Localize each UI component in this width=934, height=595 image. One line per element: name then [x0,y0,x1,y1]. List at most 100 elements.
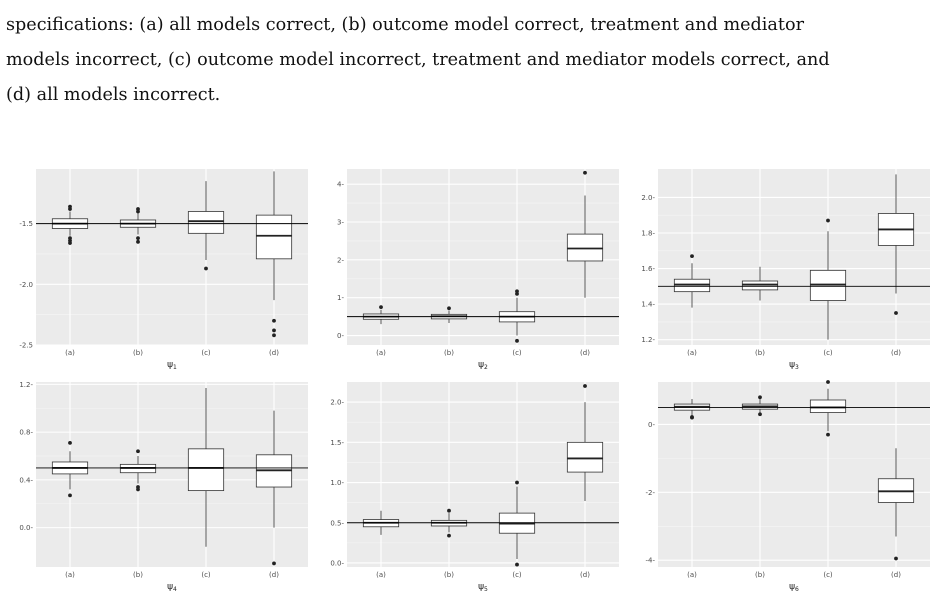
outlier-point [272,328,276,333]
x-axis-label: ψ2 [478,360,488,371]
caption-text: specifications: (a) all models correct, … [6,8,930,113]
box-c [187,181,225,271]
x-tick-label: (c) [201,349,211,357]
outlier-point [136,209,140,214]
outlier-point [447,508,451,513]
outlier-point [379,305,383,310]
x-axis-label-subscript: 2 [484,364,488,371]
outlier-point [68,440,72,445]
box-body [255,214,293,260]
outlier-point [894,556,898,561]
x-tick-label: (d) [891,349,901,357]
x-tick-label: (d) [580,349,590,357]
x-tick-label: (a) [65,571,75,579]
box-body [566,441,604,473]
outlier-point [515,562,519,567]
y-tick-label: -4- [645,557,655,565]
y-tick-label: 1.8- [641,230,655,238]
outlier-point [272,333,276,338]
boxplot-panel-psi6: -4- -2- 0- (a) (b) (c) (d) ψ6 [645,380,930,593]
y-tick-label: 0- [648,421,655,429]
y-tick-label: 1- [337,294,344,302]
box-b [741,395,779,417]
y-tick-label: 0.0- [330,559,344,567]
outlier-point [583,170,587,175]
x-tick-label: (a) [687,571,697,579]
x-axis-label-symbol: ψ [478,360,484,370]
outlier-point [136,487,140,492]
x-tick-label: (a) [376,571,386,579]
boxplot-panel-psi5: 0.0- 0.5- 1.0- 1.5- 2.0- (a) (b) (c) (d) ψ5 [330,382,619,593]
outlier-point [272,318,276,323]
box-body [187,448,225,492]
caption-line: models incorrect, (c) outcome model inco… [6,50,830,70]
caption-line: specifications: (a) all models correct, … [6,15,804,35]
box-d [877,174,915,315]
y-tick-label: -2.5 [19,342,33,350]
y-tick-label: 1.0- [330,479,344,487]
x-tick-label: (d) [269,571,279,579]
outlier-point [515,289,519,294]
x-tick-label: (c) [201,571,211,579]
outlier-point [68,493,72,498]
y-tick-label: -2- [645,489,655,497]
boxplot-panel-psi4: 0.0- 0.4- 0.8- 1.2- (a) (b) (c) (d) ψ4 [19,381,308,593]
outlier-point [826,218,830,223]
x-axis-label-subscript: 6 [795,586,799,593]
y-tick-label: 1.2- [19,381,33,389]
y-tick-label: 0.5- [330,519,344,527]
y-tick-label: 1.5- [330,439,344,447]
box-d [255,410,293,566]
box-d [877,448,915,561]
x-tick-label: (c) [823,349,833,357]
outlier-point [447,533,451,538]
x-tick-label: (b) [755,349,765,357]
outlier-point [68,207,72,211]
boxplot-panel-psi1: -2.5 -2.0 -1.5 (a) (b) (c) (d) ψ1 [19,169,308,371]
x-tick-label: (c) [823,571,833,579]
y-tick-label: 1.2- [641,336,655,344]
boxplot-panel-psi2: 0- 1- 2- 3- 4- (a) (b) (c) (d) ψ2 [337,169,619,371]
box-body [809,399,847,413]
y-tick-label: 2.0- [330,399,344,407]
caption-line: (d) all models incorrect. [6,85,221,105]
y-tick-label: 0.0- [19,524,33,532]
x-tick-label: (d) [580,571,590,579]
x-axis-label: ψ4 [167,582,177,593]
x-axis-label-symbol: ψ [789,582,795,592]
x-axis-label-symbol: ψ [789,360,795,370]
outlier-point [136,449,140,454]
y-tick-label: -2.0 [19,281,33,289]
box-a [673,254,711,308]
box-d [566,384,604,502]
x-tick-label: (a) [65,349,75,357]
x-axis-label-symbol: ψ [478,582,484,592]
box-c [809,218,847,340]
outlier-point [68,241,72,245]
outlier-point [204,266,208,271]
x-axis-label-subscript: 5 [484,586,488,593]
outlier-point [136,239,140,244]
plot-background [658,382,930,567]
x-tick-label: (b) [444,349,454,357]
x-tick-label: (d) [891,571,901,579]
outlier-point [758,412,762,417]
x-axis-label-subscript: 4 [173,586,177,593]
x-axis-label-subscript: 1 [173,364,177,371]
outlier-point [136,236,140,241]
y-tick-label: 0- [337,332,344,340]
box-body [566,233,604,262]
box-b [741,266,779,301]
y-tick-label: -1.5 [19,220,33,228]
x-tick-label: (c) [512,349,522,357]
x-axis-label: ψ5 [478,582,488,593]
x-axis-label-subscript: 3 [795,364,799,371]
outlier-point [826,432,830,437]
y-tick-label: 1.6- [641,265,655,273]
x-tick-label: (a) [687,349,697,357]
outlier-point [272,561,276,566]
x-axis-label: ψ3 [789,360,799,371]
outlier-point [515,292,519,296]
x-tick-label: (b) [755,571,765,579]
outlier-point [515,338,519,343]
